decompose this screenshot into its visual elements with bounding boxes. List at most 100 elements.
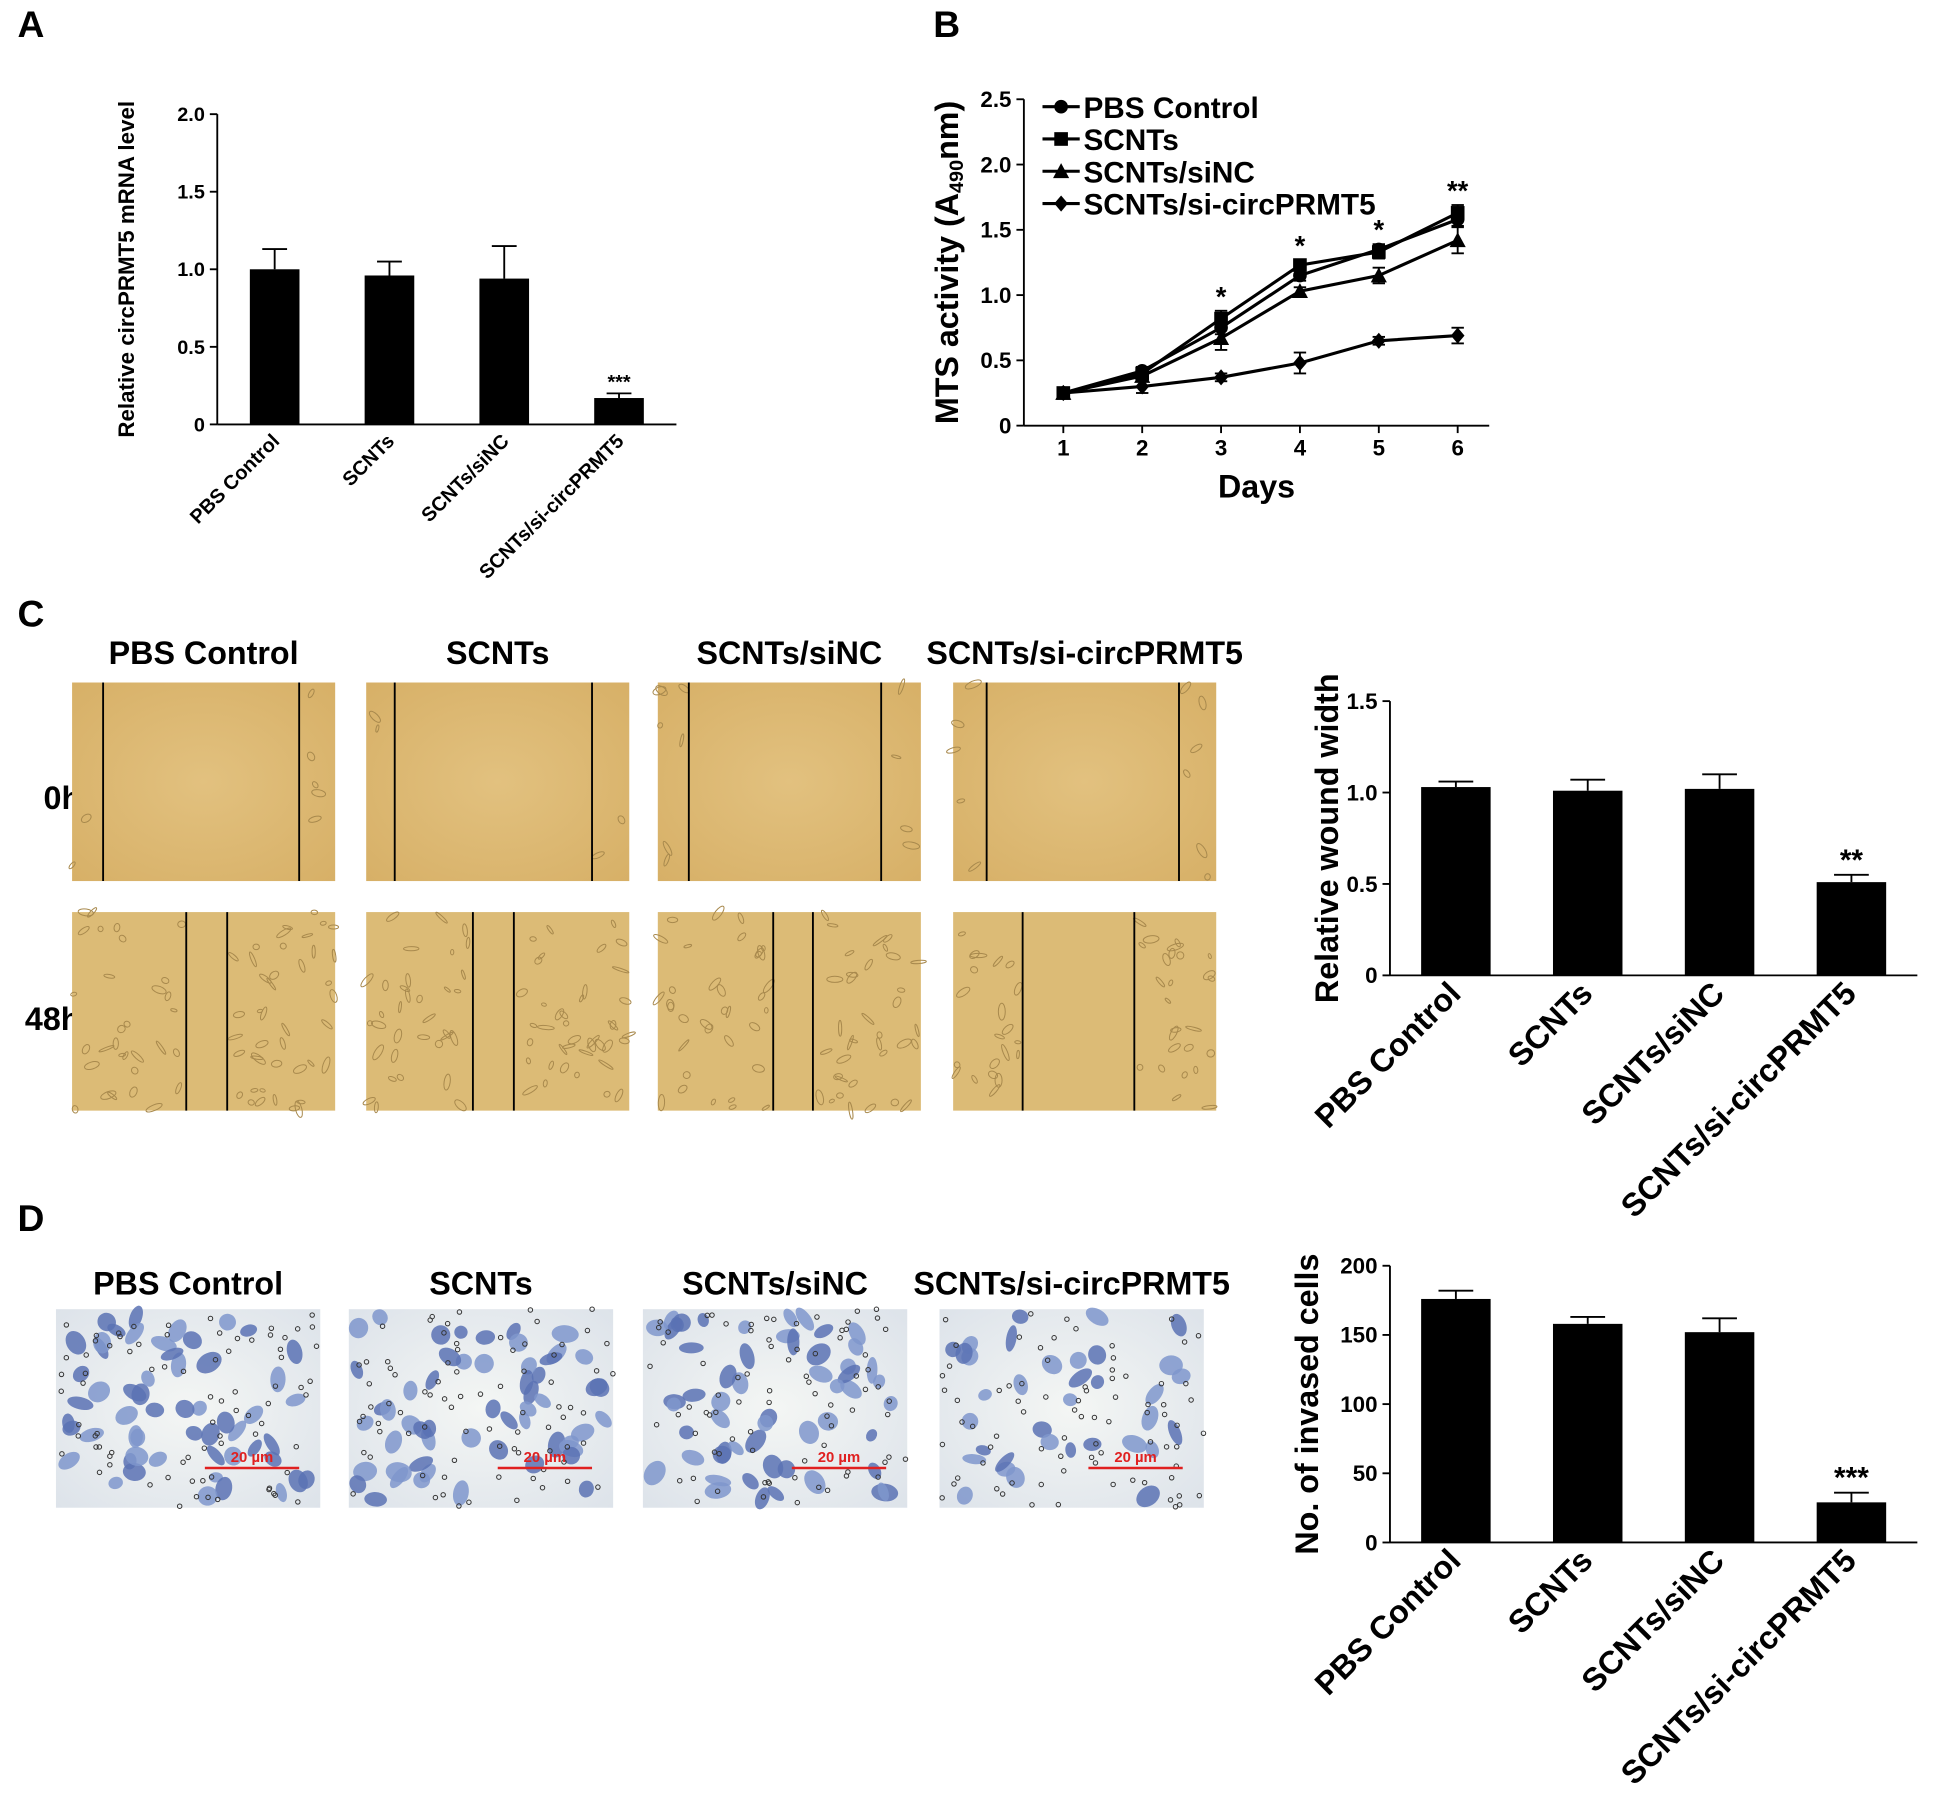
cell xyxy=(678,1342,704,1354)
cell xyxy=(579,994,585,1003)
pore xyxy=(1091,1414,1098,1421)
pore xyxy=(361,1449,367,1456)
point xyxy=(1212,330,1230,345)
pore xyxy=(265,1400,272,1407)
cell xyxy=(405,973,412,988)
pore xyxy=(843,1326,850,1333)
pore xyxy=(363,1359,370,1365)
cell xyxy=(380,1399,396,1421)
pore xyxy=(1082,1384,1088,1390)
marker xyxy=(1214,311,1228,326)
pore xyxy=(824,1487,831,1494)
cell xyxy=(306,751,316,762)
cell xyxy=(598,1059,614,1070)
pore xyxy=(768,1343,774,1350)
pore xyxy=(232,1389,238,1395)
cell xyxy=(1155,976,1166,988)
cell xyxy=(804,1470,826,1495)
wound-image xyxy=(652,905,927,1120)
cell xyxy=(454,1099,467,1112)
cell xyxy=(541,1002,547,1007)
cell xyxy=(668,986,676,994)
y-axis-label: Relative circPRMT5 mRNA level xyxy=(114,101,139,438)
cell xyxy=(182,1331,202,1350)
cell xyxy=(728,1440,744,1456)
pore xyxy=(1168,1316,1175,1322)
pore xyxy=(656,1324,662,1331)
pore xyxy=(249,1337,255,1343)
pore xyxy=(76,1421,82,1428)
cell xyxy=(728,1097,736,1103)
pore xyxy=(96,1469,103,1476)
pore xyxy=(792,1474,798,1481)
cell xyxy=(997,1002,1006,1021)
cell xyxy=(372,1309,388,1326)
cell xyxy=(462,923,468,938)
pore xyxy=(457,1393,464,1400)
cell xyxy=(537,1024,555,1031)
cell xyxy=(1088,1345,1107,1365)
cell xyxy=(250,1052,266,1065)
pore xyxy=(1163,1444,1170,1450)
pore xyxy=(766,1399,772,1406)
bar xyxy=(249,269,300,425)
cell xyxy=(531,1366,546,1384)
cell xyxy=(185,1425,203,1441)
cell xyxy=(611,966,630,974)
marker xyxy=(1053,163,1070,179)
pore xyxy=(821,1442,827,1449)
cell xyxy=(168,1319,187,1343)
cell xyxy=(270,1366,286,1393)
pore xyxy=(954,1475,961,1481)
pore xyxy=(1020,1409,1027,1415)
cell xyxy=(892,996,902,1009)
cell xyxy=(840,1379,862,1399)
y-tick-label: 1.0 xyxy=(177,259,205,281)
pore xyxy=(392,1372,398,1378)
cell xyxy=(321,1019,333,1030)
cell xyxy=(175,1082,183,1095)
pore xyxy=(939,1373,946,1379)
pore xyxy=(987,1444,994,1450)
pore xyxy=(1055,1501,1062,1508)
pore xyxy=(466,1499,472,1505)
cell xyxy=(678,1014,689,1024)
pore xyxy=(849,1407,856,1413)
pore xyxy=(723,1321,729,1327)
y-tick-label: 0.5 xyxy=(177,337,205,359)
cell xyxy=(682,1071,691,1079)
cell xyxy=(311,944,316,959)
cell xyxy=(846,971,858,984)
cell xyxy=(562,1020,570,1027)
series-line xyxy=(1062,211,1459,395)
pore xyxy=(80,1380,86,1386)
pore xyxy=(1061,1468,1067,1474)
pore xyxy=(580,1440,587,1446)
column-label: SCNTs/si-circPRMT5 xyxy=(926,635,1243,671)
pore xyxy=(115,1330,122,1336)
cell xyxy=(307,688,315,699)
cell xyxy=(763,1007,769,1014)
cell xyxy=(615,938,628,947)
cell xyxy=(757,945,766,961)
pore xyxy=(441,1396,448,1402)
legend-label: SCNTs xyxy=(1083,124,1178,157)
pore xyxy=(1028,1311,1034,1317)
cell xyxy=(1063,1393,1078,1407)
pore xyxy=(379,1323,386,1329)
cell xyxy=(228,1420,247,1442)
pore xyxy=(63,1322,70,1328)
scale-bar-label: 20 µm xyxy=(818,1450,860,1466)
x-tick-label: 5 xyxy=(1373,435,1385,460)
pore xyxy=(212,1357,219,1363)
cell xyxy=(58,1451,80,1470)
pore xyxy=(350,1491,356,1497)
pore xyxy=(747,1429,754,1435)
pore xyxy=(589,1306,595,1312)
cell xyxy=(994,1033,1005,1040)
pore xyxy=(271,1490,277,1497)
pore xyxy=(435,1378,441,1385)
cell xyxy=(308,815,322,823)
cell xyxy=(1142,935,1160,944)
cell xyxy=(386,911,400,922)
